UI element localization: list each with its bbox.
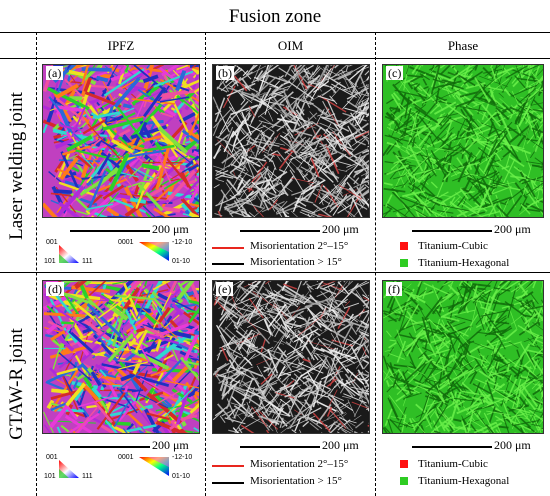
header-divider xyxy=(0,58,550,59)
legend-swatch-cubic-2 xyxy=(400,460,408,468)
legend-swatch-hex xyxy=(400,259,408,267)
phase-map-laser: (c) xyxy=(382,64,544,218)
legend-text-high-angle: Misorientation > 15° xyxy=(250,256,342,268)
scale-bar-b xyxy=(240,230,320,232)
panel-label-a: (a) xyxy=(46,66,64,80)
column-header-phase: Phase xyxy=(447,38,479,53)
legend-line-low-angle-2 xyxy=(212,465,244,467)
scale-text-e: 200 μm xyxy=(322,438,359,452)
oim-map-gtaw: (e) xyxy=(212,280,370,434)
panel-label-c: (c) xyxy=(386,66,404,80)
legend-text-low-angle: Misorientation 2°–15° xyxy=(250,240,349,252)
ipfz-map-laser: (a) xyxy=(42,64,200,218)
scale-text-a: 200 μm xyxy=(152,222,189,236)
legend-text-hex: Titanium-Hexagonal xyxy=(418,257,510,269)
legend-line-high-angle-2 xyxy=(212,482,244,484)
row-divider xyxy=(0,272,550,273)
title-divider xyxy=(0,32,550,33)
panel-label-f: (f) xyxy=(386,282,402,296)
scale-bar-f xyxy=(412,446,492,448)
phase-map-gtaw: (f) xyxy=(382,280,544,434)
legend-text-cubic: Titanium-Cubic xyxy=(418,240,488,252)
legend-text-cubic-2: Titanium-Cubic xyxy=(418,458,488,470)
scale-text-c: 200 μm xyxy=(494,222,531,236)
ipfz-map-gtaw: (d) xyxy=(42,280,200,434)
scale-text-f: 200 μm xyxy=(494,438,531,452)
column-header-oim: OIM xyxy=(277,38,304,53)
panel-label-d: (d) xyxy=(46,282,64,296)
legend-swatch-hex-2 xyxy=(400,477,408,485)
legend-line-low-angle xyxy=(212,247,244,249)
figure-title: Fusion zone xyxy=(228,6,322,27)
scale-bar-c xyxy=(412,230,492,232)
legend-text-hex-2: Titanium-Hexagonal xyxy=(418,475,510,487)
column-divider-2 xyxy=(205,32,206,496)
column-divider-3 xyxy=(375,32,376,496)
panel-label-e: (e) xyxy=(216,282,234,296)
column-header-ipfz: IPFZ xyxy=(107,38,135,53)
scale-text-d: 200 μm xyxy=(152,438,189,452)
row-label-laser: Laser welding joint xyxy=(6,92,27,240)
oim-map-laser: (b) xyxy=(212,64,370,218)
panel-label-b: (b) xyxy=(216,66,234,80)
scale-text-b: 200 μm xyxy=(322,222,359,236)
scale-bar-e xyxy=(240,446,320,448)
scale-bar-d xyxy=(70,446,150,448)
scale-bar-a xyxy=(70,230,150,232)
legend-line-high-angle xyxy=(212,263,244,265)
column-divider-1 xyxy=(36,32,37,496)
row-label-gtaw: GTAW-R joint xyxy=(6,328,27,440)
legend-swatch-cubic xyxy=(400,242,408,250)
legend-text-high-angle-2: Misorientation > 15° xyxy=(250,475,342,487)
legend-text-low-angle-2: Misorientation 2°–15° xyxy=(250,458,349,470)
